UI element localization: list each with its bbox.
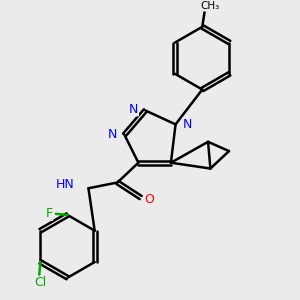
Text: Cl: Cl bbox=[34, 276, 46, 290]
Text: N: N bbox=[182, 118, 192, 131]
Text: HN: HN bbox=[56, 178, 74, 191]
Text: CH₃: CH₃ bbox=[201, 1, 220, 11]
Text: F: F bbox=[45, 207, 52, 220]
Text: O: O bbox=[144, 194, 154, 206]
Text: N: N bbox=[108, 128, 118, 141]
Text: N: N bbox=[129, 103, 138, 116]
